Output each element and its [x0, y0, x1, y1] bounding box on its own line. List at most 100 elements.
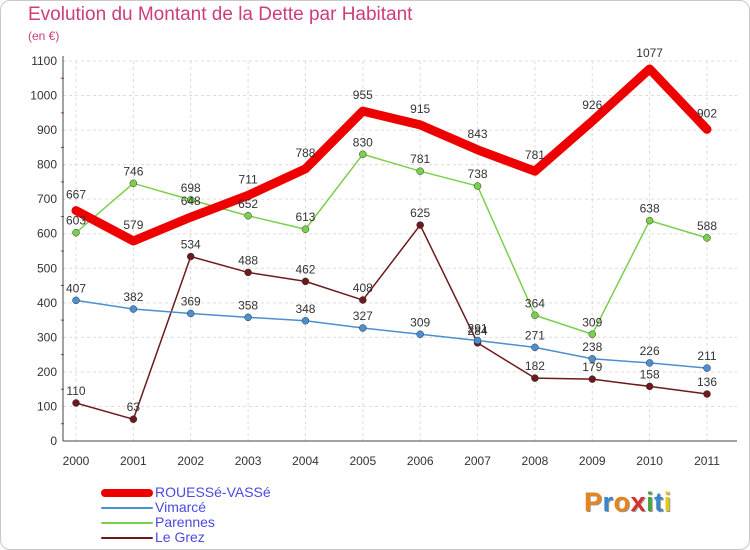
data-point [588, 355, 597, 363]
data-point [72, 296, 80, 305]
series-line [75, 299, 708, 369]
legend-label: Vimarcé [155, 499, 207, 515]
data-label: 358 [238, 298, 258, 312]
y-tick-label: 1000 [30, 89, 57, 103]
y-tick-label: 700 [37, 192, 57, 206]
data-label: 625 [410, 206, 430, 220]
data-label: 534 [181, 238, 201, 252]
legend-item: ROUESSé-VASSé [101, 485, 361, 500]
legend-label: ROUESSé-VASSé [155, 484, 271, 500]
logo-letter: i [663, 487, 672, 517]
data-point [473, 336, 482, 345]
data-point [129, 179, 138, 188]
data-point [416, 167, 424, 175]
data-point [645, 216, 654, 225]
legend-swatch [101, 507, 153, 509]
data-label: 211 [697, 349, 716, 363]
logo-letter: i [646, 487, 655, 517]
data-label: 179 [582, 360, 602, 374]
data-label: 926 [582, 98, 602, 112]
y-tick-label: 100 [37, 399, 57, 413]
data-label: 364 [525, 296, 545, 310]
data-point [645, 382, 654, 391]
y-tick-label: 600 [37, 227, 57, 241]
legend-label: Parennes [155, 514, 215, 530]
x-tick-label: 2010 [636, 454, 663, 468]
legend-swatch [101, 537, 153, 539]
x-tick-label: 2002 [177, 454, 204, 468]
data-point [186, 309, 195, 318]
data-point [244, 313, 252, 322]
y-tick-label: 0 [50, 434, 57, 448]
logo-letter: x [630, 487, 647, 517]
data-point [416, 221, 424, 229]
y-tick-label: 500 [37, 261, 57, 275]
x-tick-label: 2003 [235, 454, 262, 468]
data-point [301, 277, 310, 286]
x-tick-label: 2005 [349, 454, 376, 468]
data-point [531, 311, 539, 320]
data-point [301, 317, 310, 325]
legend: ROUESSé-VASSé Vimarcé Parennes Le Grez [101, 485, 361, 545]
data-point [186, 252, 195, 261]
chart-title: Evolution du Montant de la Dette par Hab… [28, 4, 413, 25]
legend-item: Parennes [101, 515, 361, 530]
data-label: 327 [353, 309, 373, 323]
legend-swatch [101, 522, 153, 524]
y-tick-label: 400 [37, 296, 57, 310]
y-tick-label: 300 [37, 330, 57, 344]
data-label: 226 [640, 344, 660, 358]
x-tick-label: 2011 [694, 454, 720, 468]
legend-label: Le Grez [155, 529, 205, 545]
x-tick-label: 2004 [292, 454, 319, 468]
x-tick-label: 2000 [63, 454, 90, 468]
series-1 [72, 296, 711, 372]
logo-letter: P [584, 487, 603, 517]
data-label: 698 [181, 181, 201, 195]
logo-letter: o [613, 487, 631, 517]
data-labels: 667 579 648 711 788 955 915 843 781 926 1077 902 407… [66, 46, 717, 414]
series-line [75, 153, 708, 336]
data-point [359, 324, 367, 332]
data-point [416, 330, 424, 339]
line-chart: 0 100 200 300 400 500 600 700 800 900 1000 1100 2000… [30, 46, 737, 468]
y-tick-label: 800 [37, 158, 57, 172]
data-label: 407 [66, 281, 86, 295]
x-tick-label: 2009 [579, 454, 606, 468]
y-tick-label: 1100 [31, 54, 57, 68]
data-label: 648 [181, 194, 201, 208]
data-label: 110 [66, 384, 85, 398]
legend-item: Vimarcé [101, 500, 361, 515]
x-tick-label: 2006 [407, 454, 434, 468]
data-label: 462 [295, 262, 315, 276]
data-point [703, 234, 711, 242]
data-point [244, 268, 252, 277]
series-0 [71, 64, 712, 246]
data-point [186, 196, 195, 204]
proxiti-logo: Proxiti [584, 487, 672, 518]
data-label: 182 [525, 359, 545, 373]
logo-letter: r [602, 487, 614, 517]
data-label: 136 [697, 375, 717, 389]
x-tick-label: 2008 [522, 454, 549, 468]
series-line [75, 224, 708, 420]
data-point [531, 374, 539, 382]
data-label: 284 [468, 324, 488, 338]
data-point [129, 415, 138, 423]
data-point [359, 150, 367, 159]
data-label: 638 [640, 202, 660, 216]
data-label: 579 [123, 218, 143, 232]
legend-swatch [101, 489, 153, 497]
data-label: 408 [353, 281, 373, 295]
chart-subtitle: (en €) [28, 29, 60, 43]
data-label: 830 [353, 135, 373, 149]
series-2 [72, 150, 711, 339]
x-tick-label: 2007 [464, 454, 491, 468]
data-label: 309 [582, 315, 602, 329]
data-label: 309 [410, 315, 430, 329]
data-point [244, 212, 252, 220]
data-point [72, 399, 80, 407]
series-line [71, 64, 712, 246]
data-point [129, 305, 138, 313]
